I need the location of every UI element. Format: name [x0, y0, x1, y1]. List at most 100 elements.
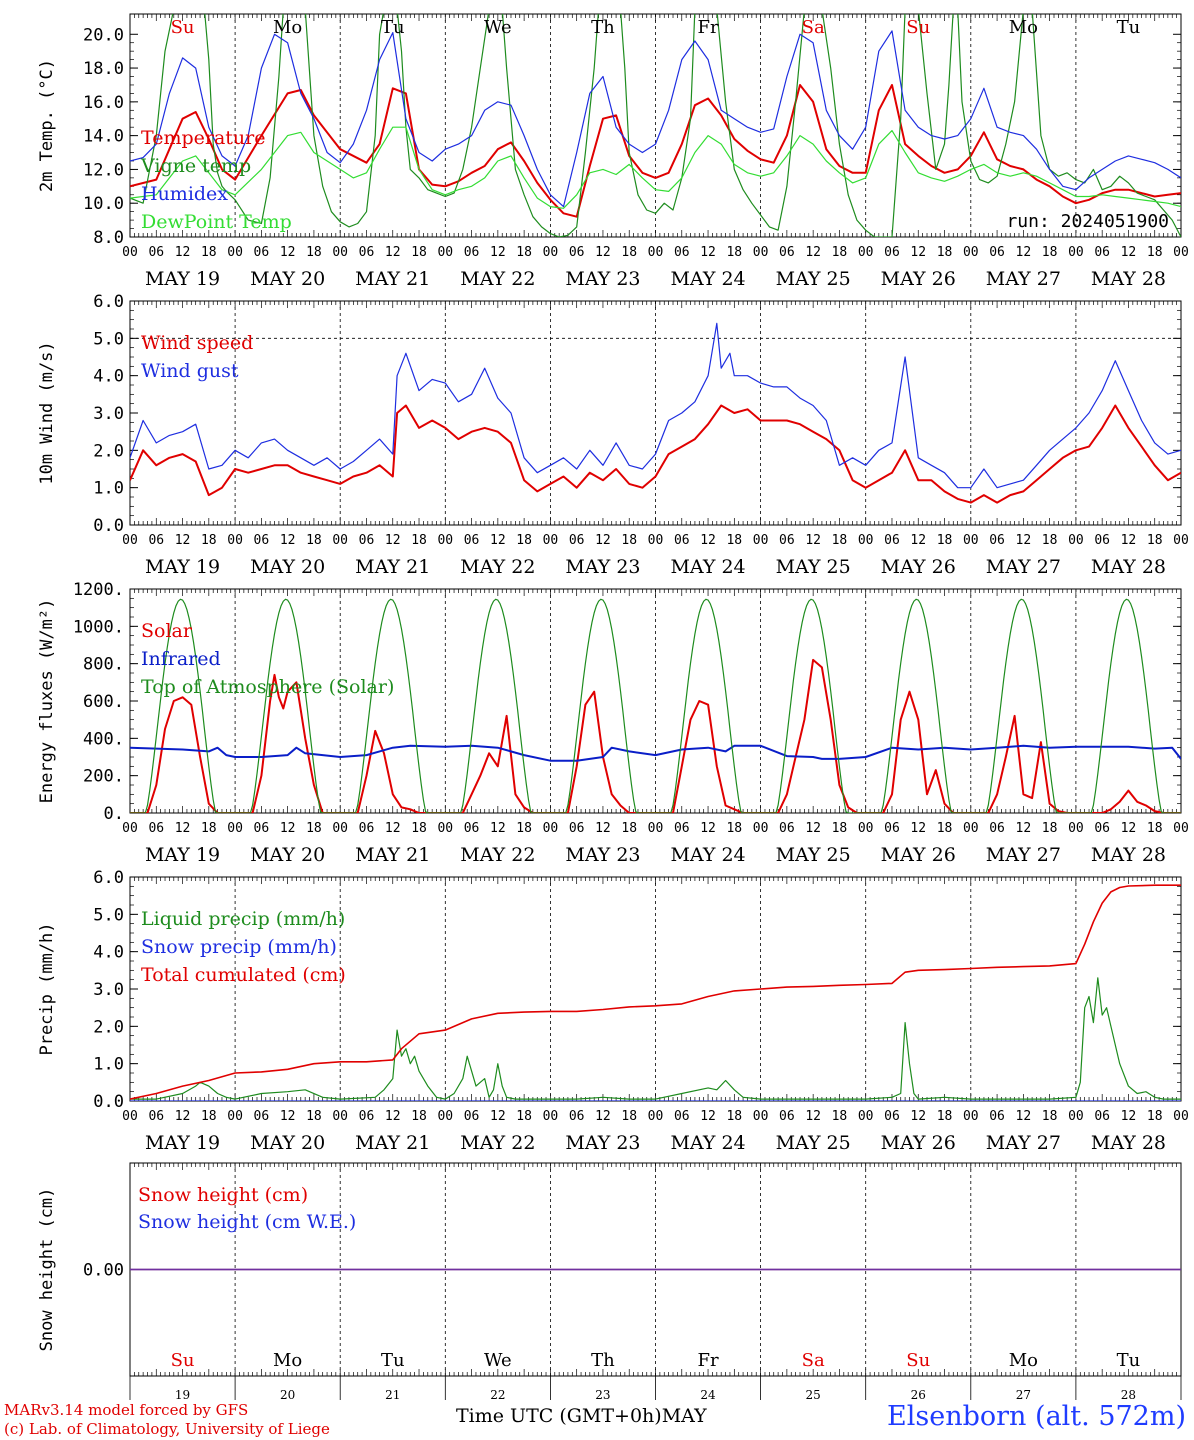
- temperature-hour-label: 00: [227, 245, 243, 260]
- energy-ytick-label: 400.: [83, 729, 124, 749]
- temperature-series-group: [130, 14, 1181, 237]
- precip-hour-label: 06: [569, 1109, 585, 1124]
- precip-legend: Liquid precip (mm/h) Snow precip (mm/h) To…: [141, 908, 346, 986]
- energy-hour-label: 18: [1042, 821, 1058, 836]
- wind-series-wind-gust: [130, 322, 1181, 489]
- temperature-hour-label: 12: [1121, 245, 1137, 260]
- wind-ylabel: 10m Wind (m/s): [37, 341, 57, 484]
- weekday-label: Sa: [802, 17, 825, 38]
- temperature-hour-label: 12: [385, 245, 401, 260]
- wind-panel: 0.0 1.0 2.0 3.0 4.0 5.0 6.0 10m Wind (m/s) 00 06 1…: [37, 292, 1189, 578]
- wind-hour-label: 18: [201, 533, 217, 548]
- wind-hour-label: 06: [884, 533, 900, 548]
- wind-day-label: MAY 27: [986, 556, 1061, 578]
- temperature-hour-label: 18: [937, 245, 953, 260]
- run-label: run: 2024051900: [1006, 211, 1169, 232]
- temperature-hour-label: 00: [543, 245, 559, 260]
- precip-hour-label: 18: [621, 1109, 637, 1124]
- precip-hour-label: 06: [779, 1109, 795, 1124]
- precip-hour-label: 00: [963, 1109, 979, 1124]
- temperature-hour-label: 18: [621, 245, 637, 260]
- energy-hour-label: 12: [910, 821, 926, 836]
- temperature-hour-label: 18: [516, 245, 532, 260]
- temperature-hour-label: 18: [306, 245, 322, 260]
- precip-hour-label: 12: [1016, 1109, 1032, 1124]
- temperature-hour-label: 12: [1016, 245, 1032, 260]
- wind-ytick-label: 0.0: [93, 516, 124, 536]
- energy-hour-label: 18: [937, 821, 953, 836]
- energy-day-label: MAY 27: [986, 844, 1061, 866]
- energy-hour-label: 18: [832, 821, 848, 836]
- energy-hour-label: 12: [1016, 821, 1032, 836]
- precip-legend-item: Total cumulated (cm): [141, 964, 346, 986]
- temperature-day-label: MAY 26: [881, 268, 956, 290]
- precip-day-label: MAY 25: [776, 1132, 851, 1154]
- temperature-ytick-label: 10.0: [83, 194, 124, 214]
- wind-hour-label: 06: [464, 533, 480, 548]
- energy-ytick-label: 1200.: [73, 580, 124, 600]
- credit-line-model: MARv3.14 model forced by GFS: [4, 1401, 249, 1419]
- temperature-day-label: MAY 24: [670, 268, 745, 290]
- wind-hour-label: 12: [280, 533, 296, 548]
- precip-hour-label: 18: [201, 1109, 217, 1124]
- wind-hour-label: 12: [1121, 533, 1137, 548]
- wind-day-label: MAY 20: [250, 556, 325, 578]
- temperature-hour-label: 00: [1068, 245, 1084, 260]
- precip-hour-label: 00: [1068, 1109, 1084, 1124]
- wind-ytick-label: 6.0: [93, 292, 124, 312]
- wind-series-wind-speed: [130, 404, 1181, 504]
- temperature-hour-label: 06: [779, 245, 795, 260]
- precip-hour-label: 00: [122, 1109, 138, 1124]
- precip-day-label: MAY 27: [986, 1132, 1061, 1154]
- weekday-label: Fr: [698, 17, 719, 38]
- temperature-ytick-label: 18.0: [83, 59, 124, 79]
- wind-hour-label: 06: [148, 533, 164, 548]
- temperature-hour-label: 06: [254, 245, 270, 260]
- credit-line-lab: (c) Lab. of Climatology, University of L…: [4, 1420, 330, 1438]
- energy-hour-label: 06: [464, 821, 480, 836]
- snow-ytick-label: 0.00: [83, 1261, 124, 1281]
- snow-weekday-label: Mo: [1009, 1350, 1038, 1371]
- wind-legend: Wind speed Wind gust: [141, 332, 253, 382]
- energy-ytick-label: 1000.: [73, 617, 124, 637]
- temperature-hour-label: 12: [700, 245, 716, 260]
- energy-day-label: MAY 28: [1091, 844, 1166, 866]
- temperature-ytick-label: 16.0: [83, 93, 124, 113]
- x-axis-title-text: Time UTC (GMT+0h): [456, 1405, 662, 1427]
- energy-hour-label: 12: [385, 821, 401, 836]
- meteogram-chart: 8.0 10.0 12.0 14.0 16.0 18.0 20.0 2m Temp. (°C)…: [37, 13, 1189, 1400]
- station-title: Elsenborn (alt. 572m): [887, 1401, 1186, 1432]
- snow-day-number: 19: [175, 1388, 190, 1400]
- temperature-series-temperature: [130, 84, 1181, 218]
- wind-hour-label: 00: [753, 533, 769, 548]
- temperature-hour-label: 06: [359, 245, 375, 260]
- energy-hour-label: 18: [516, 821, 532, 836]
- temperature-legend-item: DewPoint Temp: [141, 211, 292, 233]
- wind-hour-label: 06: [359, 533, 375, 548]
- temperature-hour-label: 06: [884, 245, 900, 260]
- temperature-day-label: MAY 21: [355, 268, 430, 290]
- weekday-label: Su: [906, 17, 930, 38]
- snow-weekday-label: Su: [906, 1350, 930, 1371]
- wind-hour-label: 00: [122, 533, 138, 548]
- wind-day-label: MAY 22: [460, 556, 535, 578]
- wind-hour-label: 00: [858, 533, 874, 548]
- wind-ytick-label: 5.0: [93, 329, 124, 349]
- temperature-hour-label: 00: [437, 245, 453, 260]
- energy-hour-label: 12: [595, 821, 611, 836]
- temperature-hour-label: 12: [490, 245, 506, 260]
- precip-hour-label: 00: [648, 1109, 664, 1124]
- temperature-hour-label: 06: [989, 245, 1005, 260]
- wind-legend-item: Wind gust: [141, 360, 239, 382]
- precip-series-liquid-precip-mm-h: [130, 977, 1181, 1100]
- energy-hour-label: 00: [543, 821, 559, 836]
- weekday-label: Th: [591, 17, 615, 38]
- wind-hour-label: 18: [726, 533, 742, 548]
- wind-ytick-label: 3.0: [93, 404, 124, 424]
- temperature-hour-label: 00: [963, 245, 979, 260]
- precip-hour-label: 18: [306, 1109, 322, 1124]
- wind-hour-label: 18: [937, 533, 953, 548]
- energy-ytick-label: 800.: [83, 655, 124, 675]
- temperature-ytick-label: 14.0: [83, 127, 124, 147]
- temperature-hour-label: 00: [332, 245, 348, 260]
